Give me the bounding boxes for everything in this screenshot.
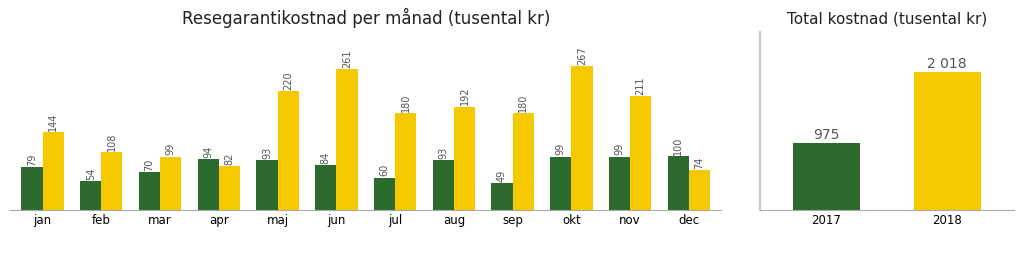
Bar	[336, 69, 357, 210]
Text: 220: 220	[284, 72, 293, 90]
Text: 975: 975	[813, 128, 840, 142]
Text: 180: 180	[400, 94, 411, 112]
Text: 70: 70	[144, 159, 155, 171]
Bar	[689, 170, 710, 210]
Bar	[433, 160, 454, 210]
Text: 84: 84	[321, 151, 331, 164]
Bar	[22, 167, 43, 210]
Bar	[492, 183, 513, 210]
Bar	[395, 113, 417, 210]
Text: 211: 211	[636, 77, 646, 95]
Bar	[550, 157, 571, 210]
Text: 74: 74	[694, 157, 705, 169]
Text: 180: 180	[518, 94, 528, 112]
Text: 261: 261	[342, 50, 352, 68]
Bar	[256, 160, 278, 210]
Bar	[101, 152, 123, 210]
Text: 2 018: 2 018	[928, 57, 967, 71]
Text: 93: 93	[438, 146, 449, 159]
Bar	[793, 143, 859, 210]
Bar	[139, 172, 160, 210]
Text: 82: 82	[224, 152, 234, 165]
Bar	[219, 166, 240, 210]
Text: 100: 100	[674, 137, 683, 155]
Text: 54: 54	[86, 167, 95, 180]
Text: 79: 79	[27, 154, 37, 166]
Bar	[571, 66, 593, 210]
Text: 99: 99	[614, 143, 625, 155]
Bar	[454, 107, 475, 210]
Bar	[513, 113, 534, 210]
Text: 99: 99	[556, 143, 566, 155]
Text: 60: 60	[380, 164, 389, 176]
Text: 49: 49	[497, 170, 507, 182]
Text: 108: 108	[106, 132, 117, 151]
Bar	[374, 178, 395, 210]
Bar	[668, 156, 689, 210]
Text: 94: 94	[203, 146, 213, 158]
Bar	[160, 157, 181, 210]
Text: 99: 99	[166, 143, 176, 155]
Text: 93: 93	[262, 146, 272, 159]
Bar	[630, 96, 651, 210]
Text: 267: 267	[577, 47, 587, 65]
Text: 144: 144	[48, 113, 58, 131]
Bar	[914, 72, 981, 210]
Bar	[609, 157, 630, 210]
Title: Total kostnad (tusental kr): Total kostnad (tusental kr)	[786, 12, 987, 27]
Bar	[198, 159, 219, 210]
Text: 192: 192	[460, 87, 469, 105]
Bar	[315, 165, 336, 210]
Bar	[43, 132, 63, 210]
Bar	[278, 91, 299, 210]
Bar	[80, 181, 101, 210]
Title: Resegarantikostnad per månad (tusental kr): Resegarantikostnad per månad (tusental k…	[181, 8, 550, 28]
